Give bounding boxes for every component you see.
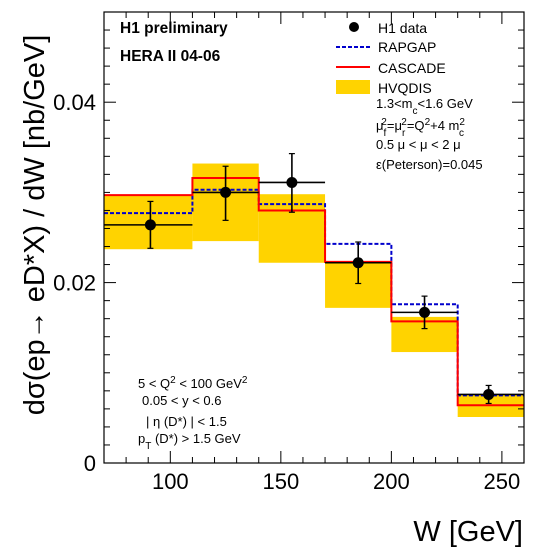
legend-label-h1-data: H1 data	[378, 20, 427, 36]
charm-mass-range: 1.3<mc<1.6 GeV	[376, 96, 473, 117]
x-axis-title: W [GeV]	[413, 516, 523, 548]
y-axis-title: dσ(ep→ eD*X) / dW [nb/GeV]	[19, 35, 51, 416]
y-range: 0.05 < y < 0.6	[142, 393, 222, 408]
pt-cut: pT (D*) > 1.5 GeV	[138, 431, 241, 452]
legend-entry-cascade: CASCADE	[336, 60, 446, 76]
legend-label-cascade: CASCADE	[378, 60, 446, 76]
peterson-parameter: ε(Peterson)=0.045	[376, 157, 483, 172]
y-tick-label-1: 0.02	[53, 271, 96, 296]
eta-cut: | η (D*) | < 1.5	[146, 414, 227, 429]
scale-definition: μf2=μr2=Q2+4 m2 c	[376, 117, 465, 139]
h1-data-point-5	[457, 384, 524, 405]
h1-data-marker-2	[286, 176, 298, 188]
legend-entry-rapgap: RAPGAP	[336, 39, 436, 55]
y-tick-label-0: 0	[84, 451, 96, 476]
h1-data-marker-0	[144, 219, 156, 231]
plot-frame	[103, 11, 525, 464]
cascade-line	[104, 176, 524, 407]
axes: 100 150 200 250 0 0.02 0.04	[53, 11, 525, 494]
legend-swatch-hvqdis	[336, 80, 370, 94]
h1-data-point-3	[325, 241, 392, 285]
h1-data-marker-1	[220, 186, 232, 198]
plot-area	[104, 153, 524, 417]
h1-data-marker-4	[419, 306, 431, 318]
scale-variation: 0.5 μ < μ < 2 μ	[376, 137, 461, 152]
x-tick-label-100: 100	[152, 469, 189, 494]
kinematic-cuts: 5 < Q2 < 100 GeV2 0.05 < y < 0.6 | η (D*…	[138, 375, 248, 452]
h1-data-point-4	[391, 295, 458, 330]
h1-data-point-0	[104, 200, 193, 249]
experiment-label: H1 preliminary	[120, 20, 228, 37]
legend-label-rapgap: RAPGAP	[378, 39, 436, 55]
x-tick-label-200: 200	[373, 469, 410, 494]
legend-entry-h1-data: H1 data	[349, 20, 427, 36]
x-tick-label-250: 250	[484, 469, 521, 494]
x-tick-label-150: 150	[262, 469, 299, 494]
q2-range: 5 < Q2 < 100 GeV2	[138, 375, 248, 392]
h1-data-point-2	[258, 153, 326, 213]
theory-parameters: 1.3<mc<1.6 GeV μf2=μr2=Q2+4 m2 c 0.5 μ < …	[376, 96, 483, 172]
y-tick-label-2: 0.04	[53, 90, 96, 115]
legend-label-hvqdis: HVQDIS	[378, 80, 432, 96]
legend-entry-hvqdis: HVQDIS	[336, 80, 432, 96]
h1-data-point-1	[192, 165, 259, 221]
legend-marker-h1-data	[349, 22, 359, 32]
legend: H1 data RAPGAP CASCADE HVQDIS	[336, 20, 446, 96]
h1-data-marker-5	[483, 388, 495, 400]
period-label: HERA II 04-06	[120, 48, 221, 65]
h1-data-marker-3	[352, 257, 364, 269]
